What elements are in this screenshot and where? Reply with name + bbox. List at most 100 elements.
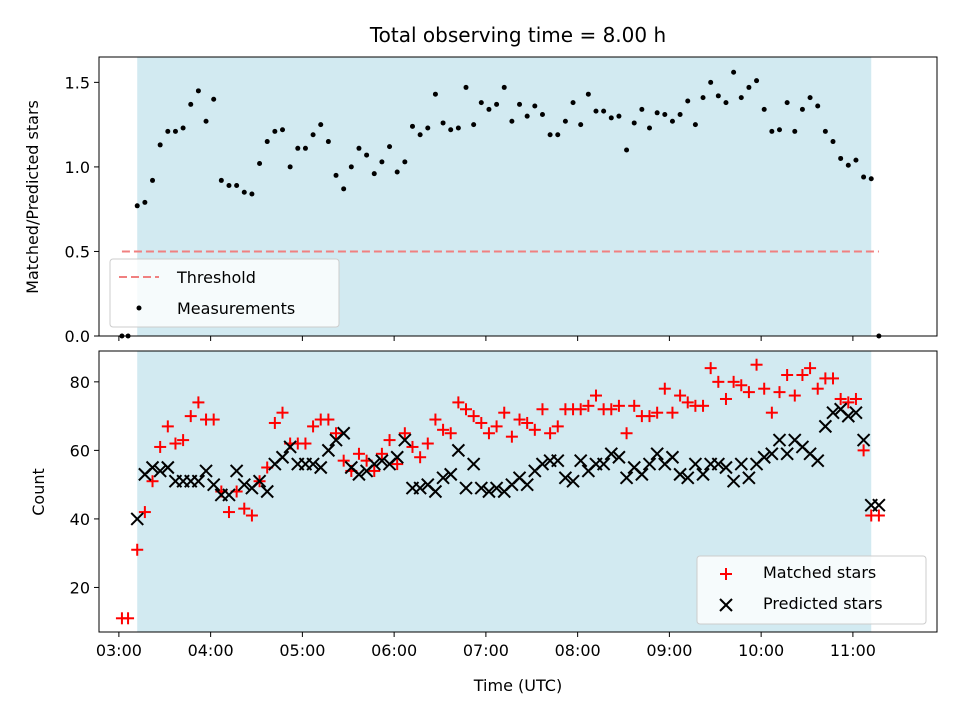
x-axis-label: Time (UTC): [473, 676, 562, 695]
matched-star-point: [788, 389, 801, 402]
measurement-point: [226, 183, 232, 189]
predicted-star-point: [619, 471, 634, 485]
predicted-star-point: [719, 460, 733, 475]
bottom-y-ticks: 20 40 60 80: [70, 373, 99, 597]
matched-star-point: [391, 458, 404, 471]
matched-star-point: [276, 406, 289, 419]
top-y-ticks: 0.0 0.5 1.0 1.5: [65, 73, 99, 346]
predicted-star-point: [321, 443, 336, 458]
measurement-point: [463, 84, 469, 90]
matched-star-point: [697, 399, 710, 412]
predicted-star-point: [451, 443, 466, 458]
predicted-star-point: [398, 433, 412, 447]
matched-star-point: [658, 382, 671, 395]
measurement-point: [180, 125, 186, 131]
matched-legend-swatch: [720, 568, 732, 580]
measurement-point: [715, 93, 721, 99]
matched-star-point: [551, 420, 564, 433]
predicted-star-point: [635, 467, 649, 482]
matched-star-point: [138, 506, 151, 519]
matched-star-point: [490, 420, 503, 433]
predicted-star-point: [642, 457, 657, 471]
measurement-point: [448, 127, 454, 133]
matched-star-point: [222, 506, 235, 519]
predicted-star-point: [237, 477, 251, 492]
predicted-star-point: [765, 447, 779, 461]
measurement-point: [807, 95, 813, 101]
measurement-point: [142, 199, 148, 205]
measurement-point: [647, 125, 653, 131]
measurements-legend-label: Measurements: [177, 299, 295, 318]
bottom-legend: Matched stars Predicted stars: [696, 555, 927, 625]
predicted-star-point: [757, 450, 771, 464]
measurement-point: [608, 115, 614, 121]
predicted-star-point: [673, 467, 687, 482]
predicted-star-point: [520, 477, 534, 492]
measurement-point: [861, 174, 867, 180]
measurement-point: [738, 95, 744, 101]
predicted-star-point: [229, 464, 244, 478]
measurement-point: [188, 101, 194, 107]
measurement-point: [547, 132, 553, 138]
bottom-ytick-label: 60: [70, 441, 90, 460]
measurement-point: [241, 189, 247, 195]
measurement-point: [761, 106, 767, 112]
matched-star-point: [498, 406, 511, 419]
measurement-point: [822, 128, 828, 134]
measurement-point: [868, 176, 874, 182]
predicted-star-point: [665, 450, 680, 464]
predicted-star-point: [283, 440, 297, 454]
bottom-x-ticks: 03:00 04:00 05:00 06:00 07:00 08:00 09:00 10:00…: [96, 632, 876, 660]
matched-star-point: [482, 427, 495, 440]
matched-star-point: [368, 464, 381, 477]
predicted-star-point: [306, 457, 320, 471]
predicted-star-point: [841, 409, 856, 423]
measurement-point: [746, 84, 752, 90]
predicted-star-point: [252, 474, 267, 488]
matched-star-point: [452, 396, 465, 409]
predicted-star-point: [734, 457, 748, 471]
matched-star-point: [322, 413, 335, 426]
predicted-star-point: [612, 450, 626, 464]
predicted-star-point: [260, 484, 274, 499]
measurement-point: [432, 91, 438, 97]
matched-star-point: [375, 447, 388, 460]
matched-star-point: [857, 444, 870, 457]
measurement-point: [394, 169, 400, 175]
matched-star-point: [383, 434, 396, 447]
matched-star-point: [437, 423, 450, 436]
predicted-star-point: [474, 481, 489, 495]
measurement-point: [769, 128, 775, 134]
matched-star-point: [727, 375, 740, 388]
matched-star-point: [827, 372, 840, 385]
measurement-point: [731, 69, 737, 75]
matched-star-point: [643, 410, 656, 423]
matched-star-point: [414, 451, 427, 464]
predicted-star-point: [145, 460, 160, 475]
predicted-star-point: [772, 433, 787, 447]
measurement-point: [654, 110, 660, 116]
predicted-star-point: [566, 474, 580, 488]
predicted-star-point: [153, 464, 167, 478]
top-x-ticks: [118, 336, 854, 341]
measurement-point: [455, 125, 461, 131]
top-ytick-label: 0.5: [65, 242, 90, 261]
bottom-ytick-label: 80: [70, 373, 90, 392]
measurement-point: [784, 100, 790, 106]
predicted-star-point: [314, 460, 328, 475]
matched-star-point: [307, 420, 320, 433]
predicted-star-point: [688, 457, 703, 471]
matched-star-point: [131, 543, 144, 556]
matched-star-point: [773, 386, 786, 399]
predicted-star-point: [826, 405, 840, 420]
measurement-point: [570, 100, 576, 106]
predicted-star-point: [466, 457, 481, 471]
top-ytick-label: 1.0: [65, 158, 90, 177]
measurement-point: [708, 79, 714, 85]
matched-star-point: [834, 392, 847, 405]
measurement-point: [539, 111, 545, 117]
matched-star-point: [207, 413, 220, 426]
matched-star-point: [811, 382, 824, 395]
matched-star-point: [299, 437, 312, 450]
predicted-star-point: [390, 450, 404, 464]
